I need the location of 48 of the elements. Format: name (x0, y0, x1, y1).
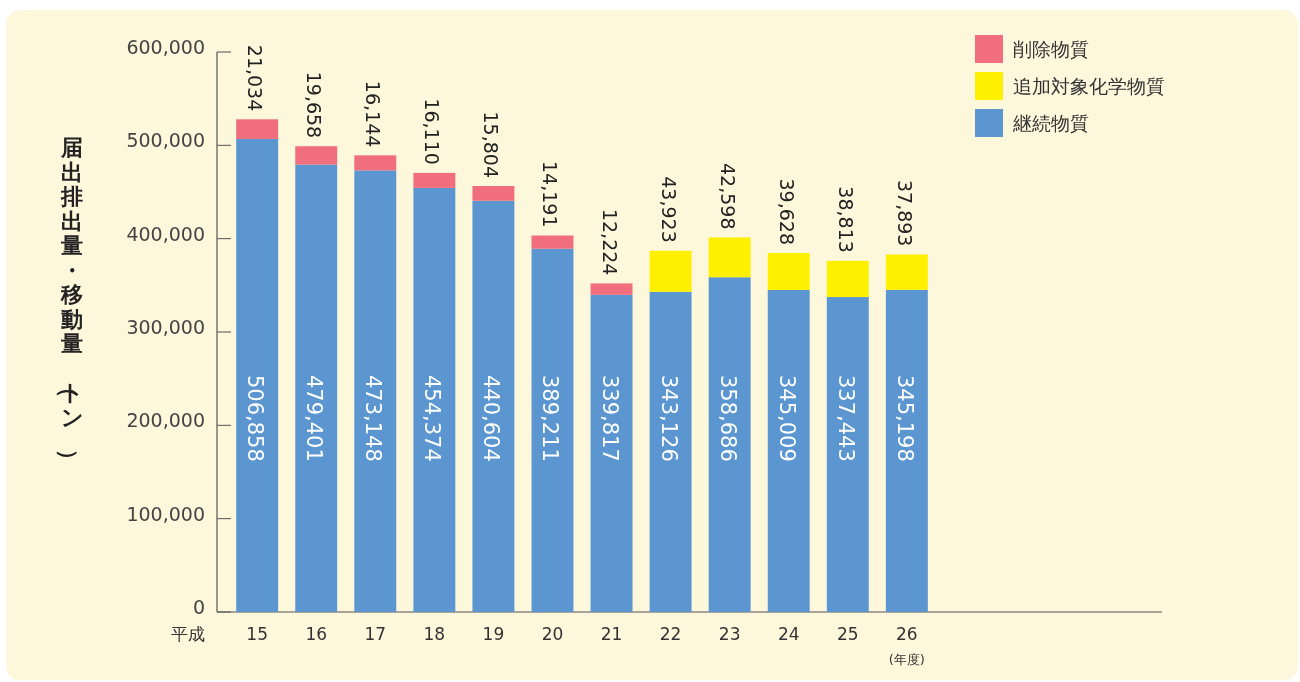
x-tick-label: 26 (896, 624, 918, 644)
data-label: 16,110 (421, 98, 444, 165)
data-label: 358,686 (715, 375, 740, 462)
data-label: 14,191 (539, 161, 562, 228)
text: (年度) (888, 652, 925, 667)
data-label: 389,211 (538, 375, 563, 462)
x-tick-label: 18 (423, 624, 446, 644)
y-tick-label: 600,000 (126, 36, 205, 58)
x-tick-label: 25 (836, 624, 859, 644)
y-tick-label: 500,000 (126, 129, 205, 152)
data-label: 506,858 (243, 375, 268, 462)
x-tick-label: 20 (541, 624, 564, 644)
x-tick-label: 16 (305, 624, 328, 644)
y-tick-label: 400,000 (126, 222, 205, 245)
x-tick-label: 17 (364, 624, 387, 644)
data-label: 345,198 (892, 375, 917, 462)
data-label: 16,144 (362, 80, 385, 148)
data-label: 39,628 (775, 178, 798, 246)
x-tick-label: 24 (777, 624, 800, 644)
data-label: 454,374 (420, 375, 445, 462)
y-tick-label: 300,000 (126, 316, 205, 338)
data-label: 337,443 (833, 375, 858, 462)
data-label: 343,126 (656, 375, 681, 462)
data-label: 479,401 (302, 375, 327, 462)
text: 平成 (171, 624, 205, 644)
x-tick-label: 22 (659, 624, 682, 644)
data-label: 12,224 (598, 208, 621, 276)
x-tick-label: 19 (482, 624, 505, 644)
data-label: 37,893 (893, 179, 916, 247)
data-label: 339,817 (597, 375, 622, 462)
y-tick-label: 200,000 (126, 409, 205, 432)
y-tick-label: 100,000 (126, 502, 205, 525)
y-tick-label: 0 (192, 596, 205, 618)
data-label: 473,148 (361, 375, 386, 462)
data-label: 345,009 (774, 375, 799, 462)
x-tick-label: 15 (246, 624, 268, 644)
data-label: 42,598 (716, 162, 739, 230)
data-label: 21,034 (244, 44, 267, 112)
data-label: 440,604 (479, 375, 504, 462)
data-label: 38,813 (834, 186, 857, 253)
data-label: 15,804 (480, 111, 503, 179)
data-label: 43,923 (657, 176, 680, 243)
data-label: 19,658 (303, 71, 326, 139)
x-tick-label: 23 (718, 624, 741, 644)
legend-label: 継続物質 (1012, 112, 1089, 134)
legend-label: 削除物質 (1013, 38, 1089, 60)
x-tick-label: 21 (600, 624, 623, 644)
legend-label: 追加対象化学物質 (1013, 75, 1165, 97)
